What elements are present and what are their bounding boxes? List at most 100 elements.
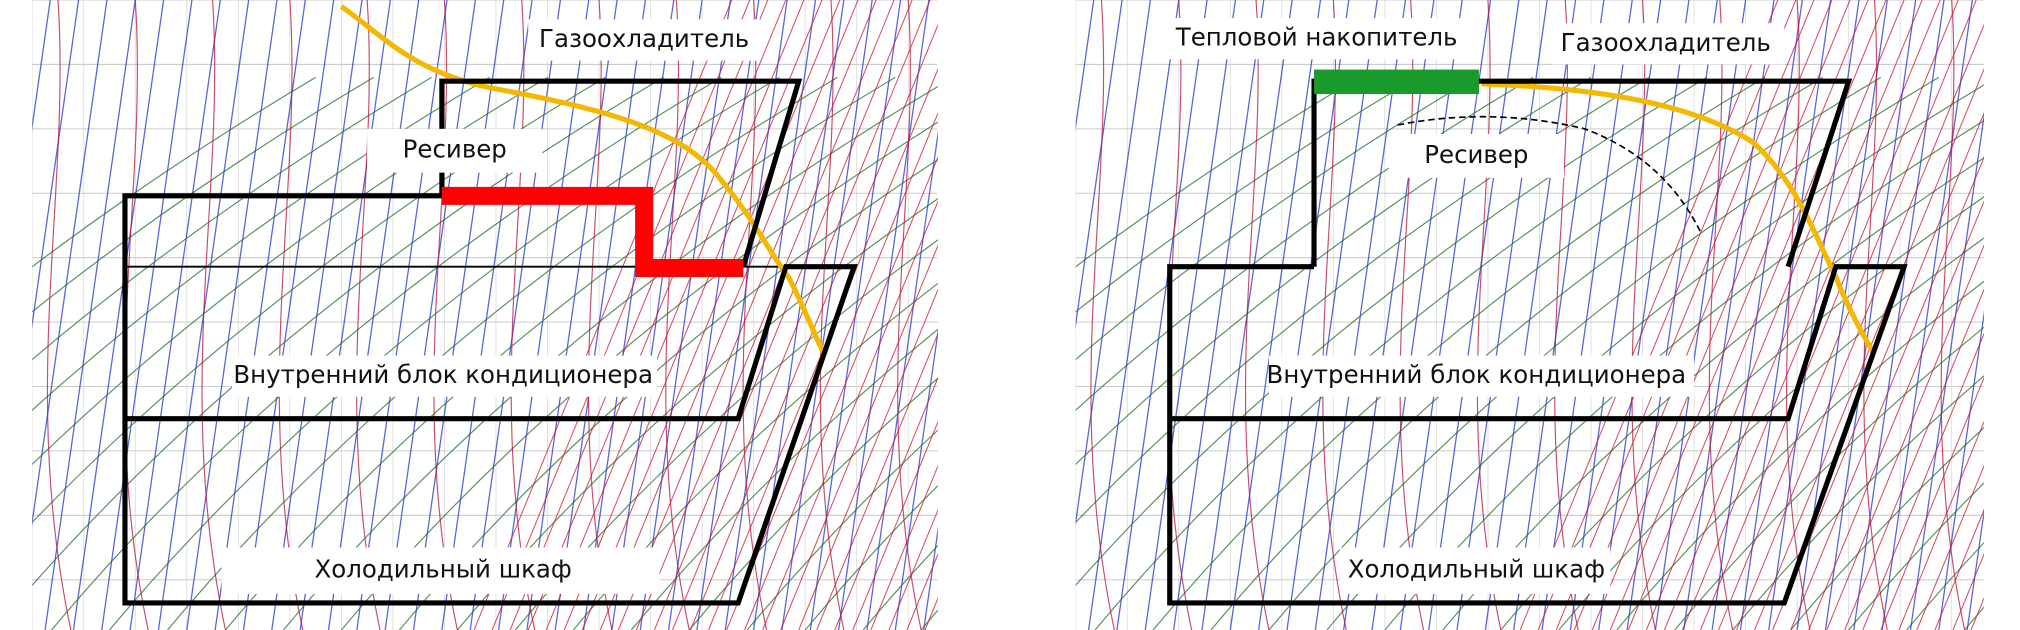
grid-line: [1500, 196, 1984, 630]
grid-line: [1428, 0, 1520, 630]
grid-line: [1399, 0, 1492, 630]
grid-line: [975, 0, 1065, 630]
grid-line: [923, 526, 938, 630]
grid-line: [690, 23, 938, 630]
grid-line: [1555, 0, 1815, 630]
grid-line: [1626, 0, 1718, 630]
grid-line: [1286, 0, 1378, 630]
grid-line: [581, 0, 841, 630]
grid-line: [1808, 200, 1984, 630]
grid-line: [32, 76, 664, 587]
grid-line: [980, 0, 1070, 630]
grid-line: [1663, 0, 1923, 630]
grid-line: [1906, 541, 1984, 630]
grid-line: [1343, 0, 1435, 630]
grid-line: [1322, 0, 1347, 630]
grid-line: [340, 121, 938, 630]
grid-line: [1573, 0, 1833, 630]
grid-line: [653, 0, 913, 630]
grid-line: [32, 76, 374, 313]
grid-line: [852, 420, 938, 630]
label: Тепловой накопитель: [1175, 23, 1458, 52]
grid-line: [819, 0, 845, 630]
grid-line: [617, 0, 877, 630]
label: Газоохладитель: [1561, 28, 1771, 57]
grid-line: [599, 0, 859, 630]
grid-line: [398, 158, 938, 630]
grid-line: [1609, 0, 1869, 630]
grid-line: [1152, 76, 1824, 630]
label-bg: [1268, 355, 1695, 397]
grid-line: [897, 0, 922, 630]
grid-line: [1938, 310, 1984, 630]
label-bg: [1388, 133, 1564, 178]
grid-line: [526, 0, 618, 630]
grid-line: [816, 332, 938, 630]
grid-line: [554, 0, 647, 630]
receiver-path: [441, 186, 744, 277]
grid-line: [838, 0, 930, 630]
cycle-outline: [1167, 264, 1908, 606]
grid-line: [1754, 67, 1984, 630]
grid-line: [1790, 427, 1984, 630]
grid-line: [1736, 23, 1984, 630]
grid-line: [894, 328, 938, 630]
label: Внутренний блок кондиционера: [233, 360, 653, 389]
grid-line: [635, 0, 895, 630]
grid-line: [1090, 0, 1115, 630]
dome: [1397, 115, 1702, 233]
grid-line: [746, 429, 938, 630]
grid-line: [1790, 156, 1984, 630]
grid-line: [278, 0, 304, 630]
grid-line: [32, 0, 51, 131]
grid-line: [906, 553, 938, 630]
grid-line: [780, 244, 938, 630]
grid-line: [1964, 606, 1984, 630]
grid-line: [1898, 420, 1984, 630]
grid-line: [1844, 288, 1984, 630]
grid-line: [1513, 0, 1605, 630]
grid-line: [473, 0, 733, 630]
grid-line: [1826, 244, 1984, 630]
grid-line: [509, 0, 769, 630]
grid-line: [1970, 597, 1984, 630]
grid-line: [1881, 0, 1973, 630]
gas-cooler-outline: [1311, 78, 1853, 268]
grid-line: [1598, 0, 1690, 630]
grid-line: [630, 328, 938, 630]
grid-line: [1848, 482, 1984, 630]
grid-line: [32, 0, 108, 527]
grid-line: [514, 239, 938, 630]
grid-line: [563, 0, 823, 630]
label: Внутренний блок кондиционера: [1267, 360, 1687, 389]
label: Холодильный шкаф: [315, 555, 572, 584]
grid-line: [1862, 332, 1984, 630]
grid-line: [109, 76, 780, 630]
heat-storage-block: [1314, 69, 1479, 95]
grid-line: [1075, 0, 1095, 131]
grid-line: [1476, 0, 1502, 630]
label: Холодильный шкаф: [1348, 555, 1605, 584]
grid-line: [1537, 0, 1797, 630]
grid-line: [1996, 0, 2020, 630]
grid-line: [32, 76, 432, 361]
grid-line: [51, 76, 722, 630]
right-panel: Тепловой накопитель Газоохладитель Ресив…: [1165, 18, 1908, 606]
grid-line: [1075, 76, 1708, 587]
grid-line: [671, 0, 931, 630]
grid-line: [1732, 375, 1984, 630]
label-bg: [367, 128, 543, 173]
cycle-outline: [122, 193, 858, 606]
grid-line: [1940, 0, 1966, 630]
grid-line: [167, 76, 838, 630]
grid-line: [1934, 508, 1984, 630]
grid-line: [1718, 0, 1977, 630]
grid-line: [1442, 157, 1984, 630]
grid-line: [1144, 0, 1237, 630]
grid-line: [696, 0, 788, 630]
grid-line: [804, 484, 938, 630]
grid-line: [762, 200, 938, 630]
label: Газоохладитель: [539, 24, 749, 53]
background-grid: [975, 0, 2020, 630]
